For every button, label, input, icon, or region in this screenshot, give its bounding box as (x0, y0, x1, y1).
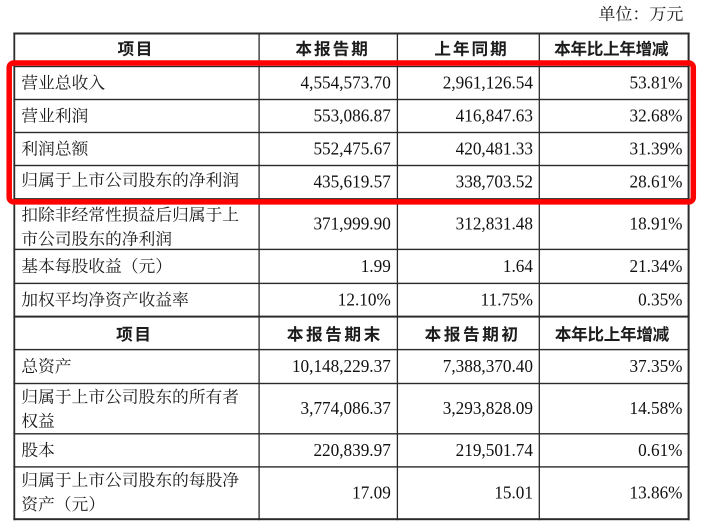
svg-text:10,148,229.37: 10,148,229.37 (292, 356, 391, 376)
svg-text:11.75%: 11.75% (481, 289, 534, 309)
svg-text:1.64: 1.64 (503, 255, 533, 275)
svg-text:2,961,126.54: 2,961,126.54 (443, 72, 533, 92)
svg-text:371,999.90: 371,999.90 (313, 213, 391, 233)
svg-text:338,703.52: 338,703.52 (456, 171, 533, 191)
svg-text:32.68%: 32.68% (629, 105, 682, 125)
svg-text:31.39%: 31.39% (629, 138, 682, 158)
svg-text:0.61%: 0.61% (638, 439, 683, 459)
svg-text:3,774,086.37: 3,774,086.37 (301, 398, 391, 418)
svg-text:552,475.67: 552,475.67 (313, 138, 391, 158)
svg-text:15.01: 15.01 (494, 482, 533, 502)
svg-text:14.58%: 14.58% (629, 398, 682, 418)
svg-text:1.99: 1.99 (361, 255, 391, 275)
svg-text:0.35%: 0.35% (638, 289, 683, 309)
svg-text:53.81%: 53.81% (629, 72, 682, 92)
svg-text:28.61%: 28.61% (629, 171, 682, 191)
svg-text:12.10%: 12.10% (338, 289, 391, 309)
svg-text:18.91%: 18.91% (629, 213, 682, 233)
svg-text:4,554,573.70: 4,554,573.70 (301, 72, 391, 92)
svg-text:37.35%: 37.35% (629, 356, 682, 376)
svg-text:7,388,370.40: 7,388,370.40 (443, 356, 533, 376)
svg-text:3,293,828.09: 3,293,828.09 (443, 398, 533, 418)
svg-text:435,619.57: 435,619.57 (313, 171, 391, 191)
svg-text:420,481.33: 420,481.33 (456, 138, 534, 158)
svg-text:219,501.74: 219,501.74 (456, 439, 534, 459)
svg-text:416,847.63: 416,847.63 (456, 105, 534, 125)
svg-text:17.09: 17.09 (352, 482, 391, 502)
svg-text:13.86%: 13.86% (629, 482, 682, 502)
svg-text:553,086.87: 553,086.87 (313, 105, 391, 125)
svg-text:21.34%: 21.34% (629, 255, 682, 275)
svg-text:312,831.48: 312,831.48 (456, 213, 534, 233)
svg-text:220,839.97: 220,839.97 (313, 439, 391, 459)
